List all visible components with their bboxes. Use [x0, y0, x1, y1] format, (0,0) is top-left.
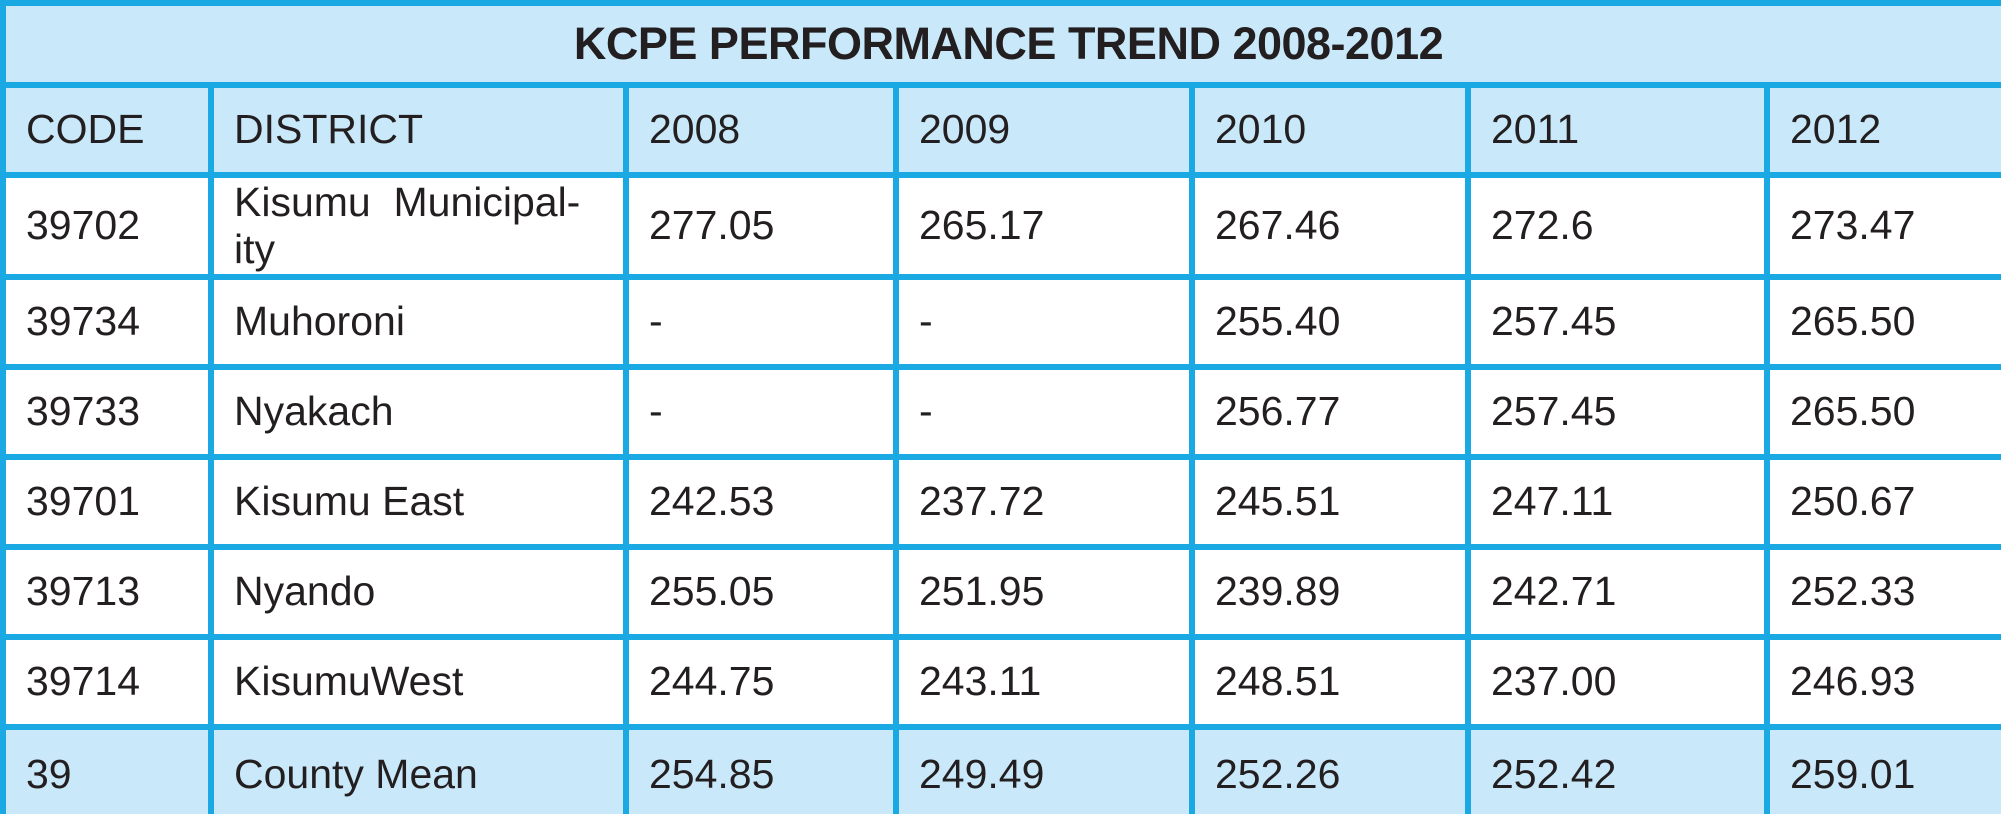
cell-2012: 273.47 [1763, 172, 2001, 280]
table-row-muhoroni: 39734 Muhoroni - - 255.40 257.45 265.50 [0, 274, 2001, 370]
cell-2010: 239.89 [1189, 544, 1471, 640]
table-row-nyando: 39713 Nyando 255.05 251.95 239.89 242.71… [0, 544, 2001, 640]
cell-2012: 265.50 [1763, 364, 2001, 460]
cell-district: County Mean [208, 724, 629, 814]
cell-district: Kisumu Municipal- ity [208, 172, 629, 280]
table-title: KCPE PERFORMANCE TREND 2008-2012 [0, 0, 2001, 88]
table-row-kisumu-east: 39701 Kisumu East 242.53 237.72 245.51 2… [0, 454, 2001, 550]
cell-2011: 257.45 [1465, 274, 1770, 370]
cell-2008: 277.05 [623, 172, 899, 280]
cell-2011: 242.71 [1465, 544, 1770, 640]
cell-2010: 267.46 [1189, 172, 1471, 280]
column-header-2009: 2009 [893, 82, 1195, 178]
cell-code: 39702 [0, 172, 214, 280]
cell-2011: 257.45 [1465, 364, 1770, 460]
cell-2008: 255.05 [623, 544, 899, 640]
cell-district: Nyakach [208, 364, 629, 460]
cell-2011: 247.11 [1465, 454, 1770, 550]
cell-district: KisumuWest [208, 634, 629, 730]
cell-2008: - [623, 364, 899, 460]
cell-code: 39713 [0, 544, 214, 640]
cell-2010: 255.40 [1189, 274, 1471, 370]
table-title-row: KCPE PERFORMANCE TREND 2008-2012 [0, 0, 2001, 88]
cell-2008: 254.85 [623, 724, 899, 814]
cell-2009: 251.95 [893, 544, 1195, 640]
cell-2008: - [623, 274, 899, 370]
cell-2009: 249.49 [893, 724, 1195, 814]
cell-2012: 265.50 [1763, 274, 2001, 370]
table-row-kisumu-municipality: 39702 Kisumu Municipal- ity 277.05 265.1… [0, 172, 2001, 280]
cell-2012: 259.01 [1763, 724, 2001, 814]
column-header-2008: 2008 [623, 82, 899, 178]
cell-code: 39 [0, 724, 214, 814]
cell-2012: 252.33 [1763, 544, 2001, 640]
cell-2010: 256.77 [1189, 364, 1471, 460]
cell-2009: 265.17 [893, 172, 1195, 280]
cell-2009: 243.11 [893, 634, 1195, 730]
cell-2010: 252.26 [1189, 724, 1471, 814]
table-row-county-mean: 39 County Mean 254.85 249.49 252.26 252.… [0, 724, 2001, 814]
column-header-code: CODE [0, 82, 214, 178]
cell-2011: 237.00 [1465, 634, 1770, 730]
cell-2010: 248.51 [1189, 634, 1471, 730]
cell-district: Nyando [208, 544, 629, 640]
cell-2012: 250.67 [1763, 454, 2001, 550]
cell-district: Kisumu East [208, 454, 629, 550]
cell-code: 39733 [0, 364, 214, 460]
column-header-district: DISTRICT [208, 82, 629, 178]
cell-2010: 245.51 [1189, 454, 1471, 550]
cell-code: 39701 [0, 454, 214, 550]
column-header-2011: 2011 [1465, 82, 1770, 178]
cell-2012: 246.93 [1763, 634, 2001, 730]
cell-2008: 242.53 [623, 454, 899, 550]
cell-2011: 272.6 [1465, 172, 1770, 280]
cell-2009: - [893, 274, 1195, 370]
cell-district: Muhoroni [208, 274, 629, 370]
table-row-nyakach: 39733 Nyakach - - 256.77 257.45 265.50 [0, 364, 2001, 460]
cell-code: 39714 [0, 634, 214, 730]
cell-2011: 252.42 [1465, 724, 1770, 814]
cell-2009: - [893, 364, 1195, 460]
column-header-2010: 2010 [1189, 82, 1471, 178]
cell-2008: 244.75 [623, 634, 899, 730]
column-header-2012: 2012 [1763, 82, 2001, 178]
table-header-row: CODE DISTRICT 2008 2009 2010 2011 2012 [0, 82, 2001, 178]
table-row-kisumu-west: 39714 KisumuWest 244.75 243.11 248.51 23… [0, 634, 2001, 730]
cell-2009: 237.72 [893, 454, 1195, 550]
cell-code: 39734 [0, 274, 214, 370]
